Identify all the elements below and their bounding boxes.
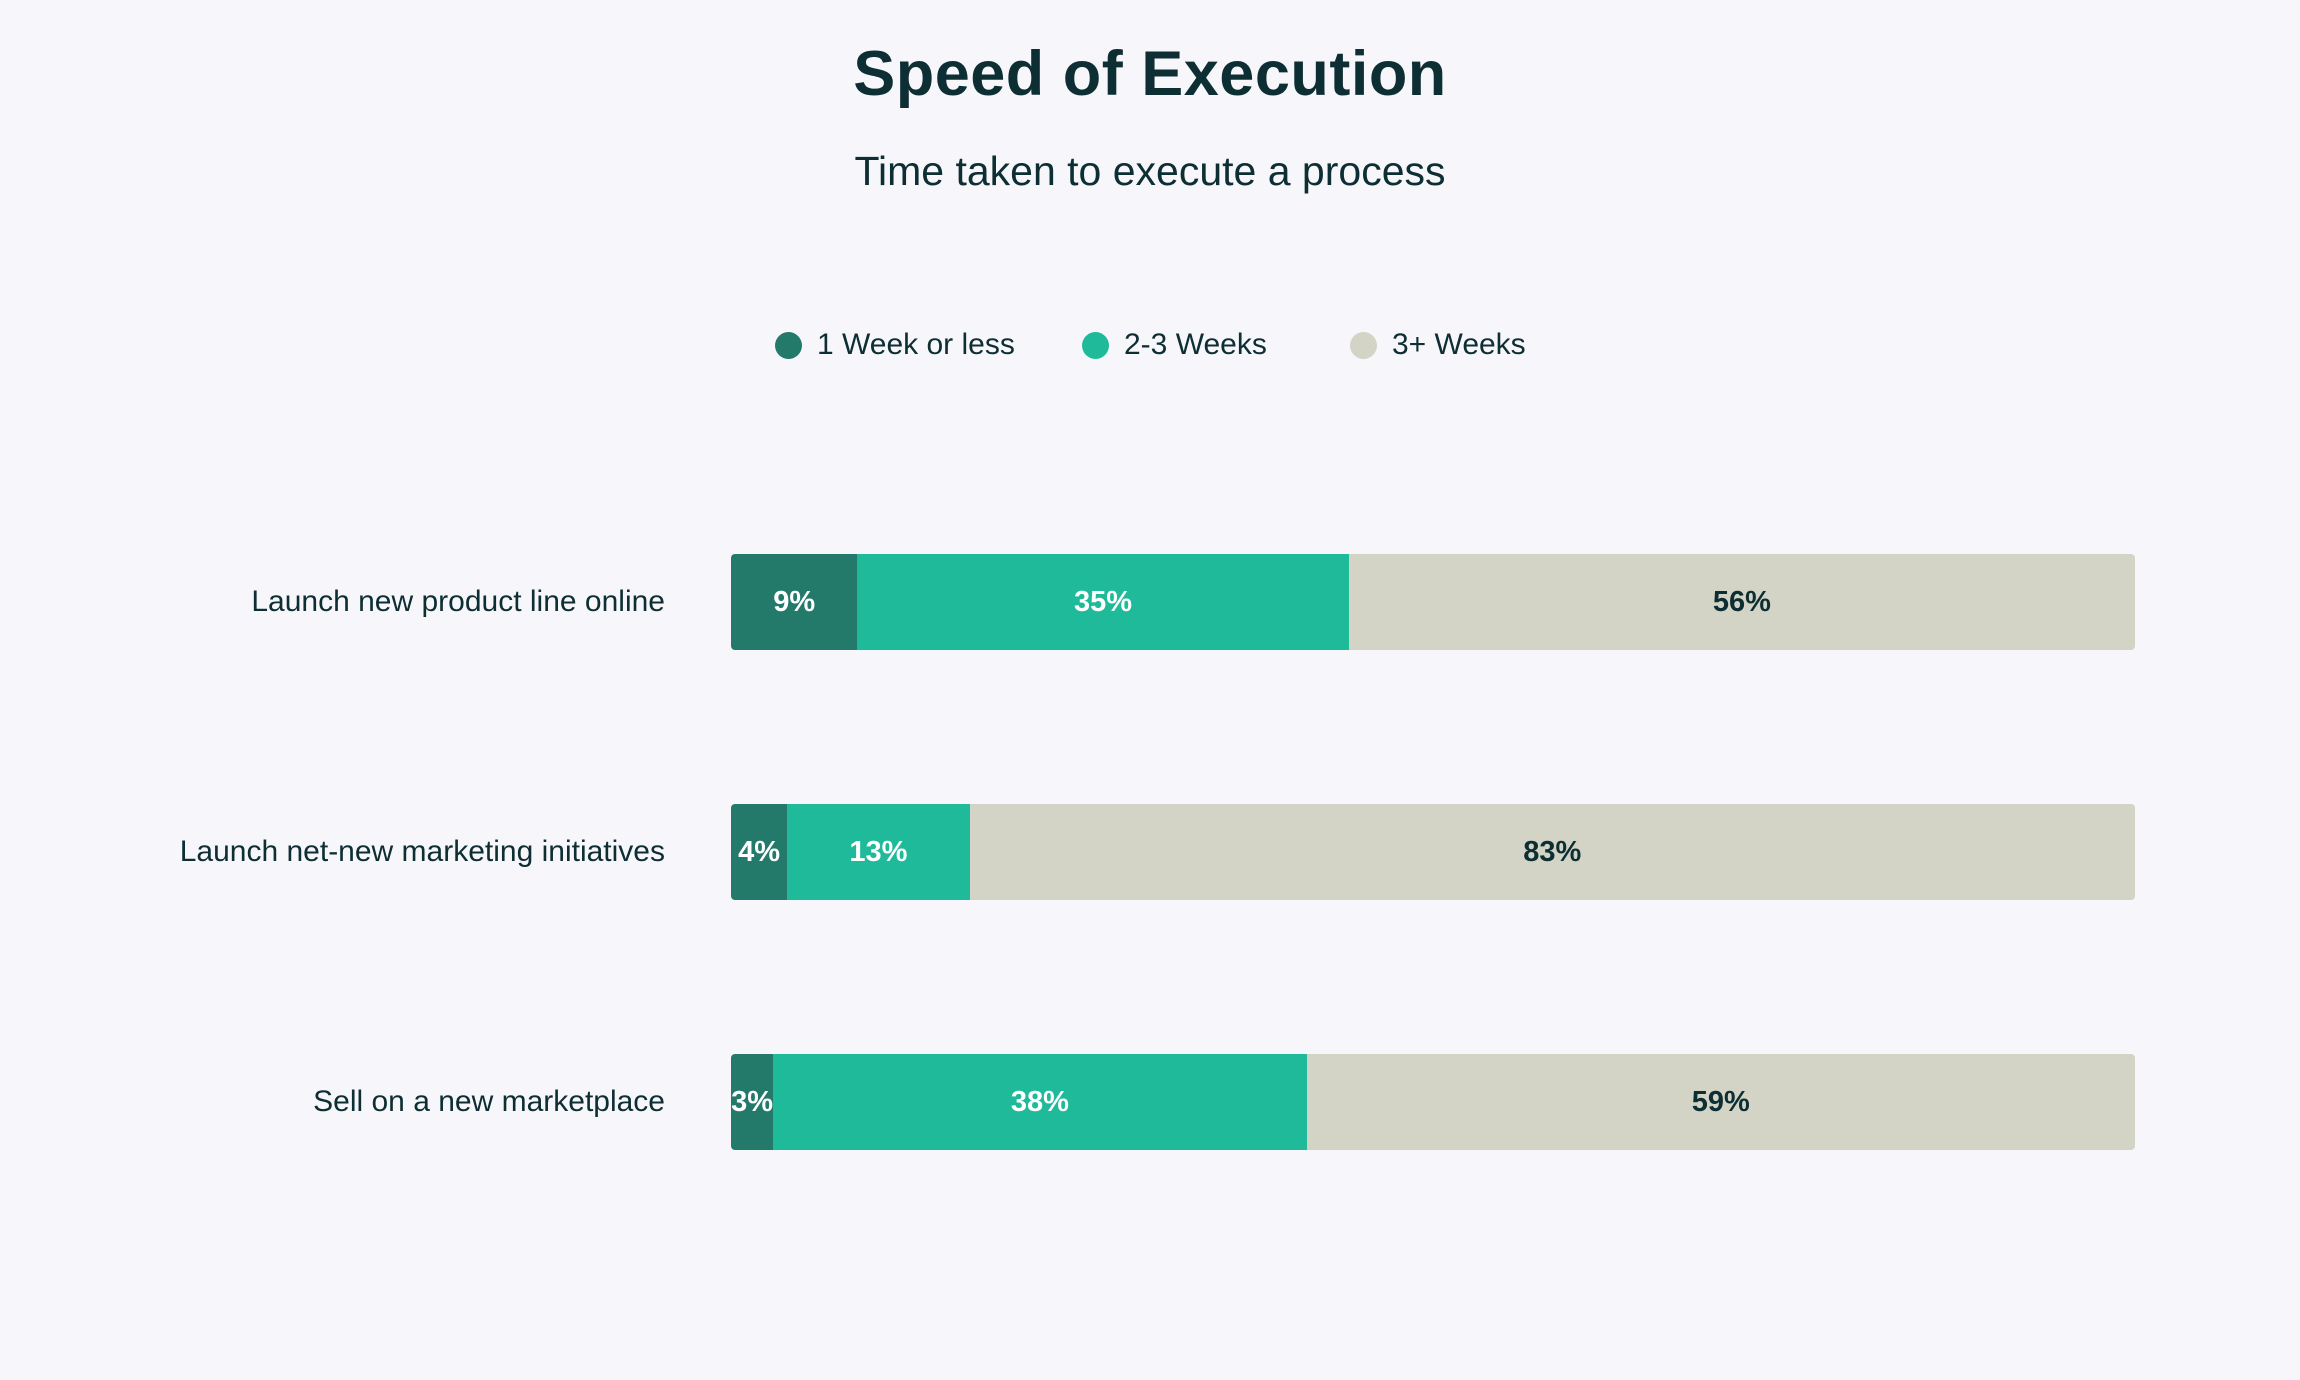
data-label: 59% <box>1691 1085 1750 1118</box>
chart-legend: 1 Week or less 2-3 Weeks 3+ Weeks <box>0 325 2300 365</box>
legend-label: 1 Week or less <box>817 328 1015 361</box>
data-label: 38% <box>1010 1085 1069 1118</box>
legend-label: 2-3 Weeks <box>1124 328 1267 361</box>
data-label: 35% <box>1074 585 1133 618</box>
data-label: 13% <box>849 835 908 868</box>
data-label: 3% <box>731 1085 774 1118</box>
legend-swatch <box>1350 331 1377 359</box>
bar-segment: 13% <box>787 804 970 900</box>
chart-title: Speed of Execution <box>853 39 1447 109</box>
legend-label: 3+ Weeks <box>1392 328 1526 361</box>
chart-subtitle: Time taken to execute a process <box>854 148 1446 194</box>
bar-segment: 35% <box>857 554 1349 650</box>
legend-swatch <box>1082 331 1109 359</box>
stacked-bar: 9% 35% 56% <box>731 554 2135 650</box>
legend-item: 1 Week or less <box>775 325 1015 365</box>
legend-item: 3+ Weeks <box>1350 325 1526 365</box>
stacked-bar: 4% 13% 83% <box>731 804 2135 900</box>
stacked-bar: 3% 38% 59% <box>731 1054 2135 1150</box>
legend-swatch <box>775 331 802 359</box>
bar-segment: 38% <box>773 1054 1307 1150</box>
data-label: 4% <box>738 835 781 868</box>
category-label: Launch new product line online <box>251 585 665 618</box>
bar-segment: 3% <box>731 1054 774 1150</box>
bar-segment: 9% <box>731 554 858 650</box>
bar-segment: 83% <box>969 804 2135 900</box>
bar-segment: 56% <box>1348 554 2135 650</box>
category-label: Sell on a new marketplace <box>313 1085 665 1118</box>
data-label: 56% <box>1712 585 1771 618</box>
legend-item: 2-3 Weeks <box>1082 325 1267 365</box>
category-label: Launch net-new marketing initiatives <box>179 835 665 868</box>
data-label: 83% <box>1523 835 1582 868</box>
data-label: 9% <box>773 585 816 618</box>
bar-segment: 59% <box>1306 1054 2135 1150</box>
bar-segment: 4% <box>731 804 788 900</box>
